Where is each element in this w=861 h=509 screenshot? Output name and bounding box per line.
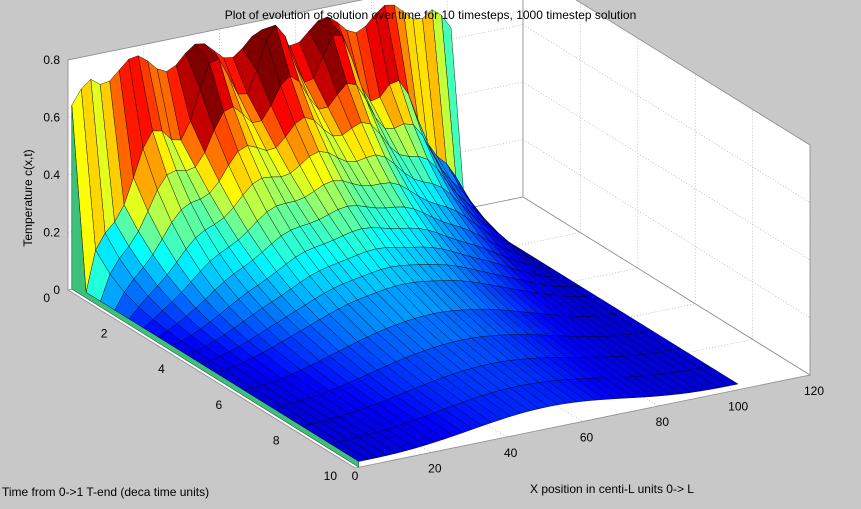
- y-tick-label: 4: [158, 362, 165, 376]
- x-tick-label: 80: [656, 415, 670, 429]
- x-tick-label: 120: [804, 384, 824, 398]
- x-tick-label: 60: [580, 431, 594, 445]
- surface-left-face: [71, 105, 359, 468]
- z-tick-label: 0.8: [43, 53, 60, 67]
- chart-title: Plot of evolution of solution over time …: [224, 8, 637, 22]
- z-tick-label: 0.6: [43, 111, 60, 125]
- z-tick-label: 0.4: [43, 168, 60, 182]
- x-axis-label: X position in centi-L units 0-> L: [530, 482, 694, 496]
- y-tick-label: 6: [216, 398, 223, 412]
- z-tick-label: 0: [53, 283, 60, 297]
- grid-x-floor: [522, 196, 811, 376]
- x-tick-label: 20: [428, 462, 442, 476]
- x-tick-label: 100: [728, 400, 748, 414]
- grid-z-side: [522, 139, 811, 318]
- x-tick-label: 40: [504, 446, 518, 460]
- grid-x-floor: [67, 289, 356, 469]
- grid-z-side: [522, 81, 811, 261]
- y-axis-label: Time from 0->1 T-end (deca time units): [2, 485, 210, 499]
- grid-z-side: [522, 24, 811, 203]
- y-tick-label: 10: [324, 469, 338, 483]
- y-tick-label: 2: [101, 327, 108, 341]
- z-axis-label: Temperature c(x,t): [21, 149, 35, 247]
- x-tick-origin-label: 0: [352, 469, 359, 483]
- grid-t-floor: [354, 374, 811, 469]
- z-tick-label: 0.2: [43, 226, 60, 240]
- y-tick-label: 8: [273, 433, 280, 447]
- surface-mesh: [71, 4, 739, 468]
- y-tick-label: 0: [43, 291, 50, 305]
